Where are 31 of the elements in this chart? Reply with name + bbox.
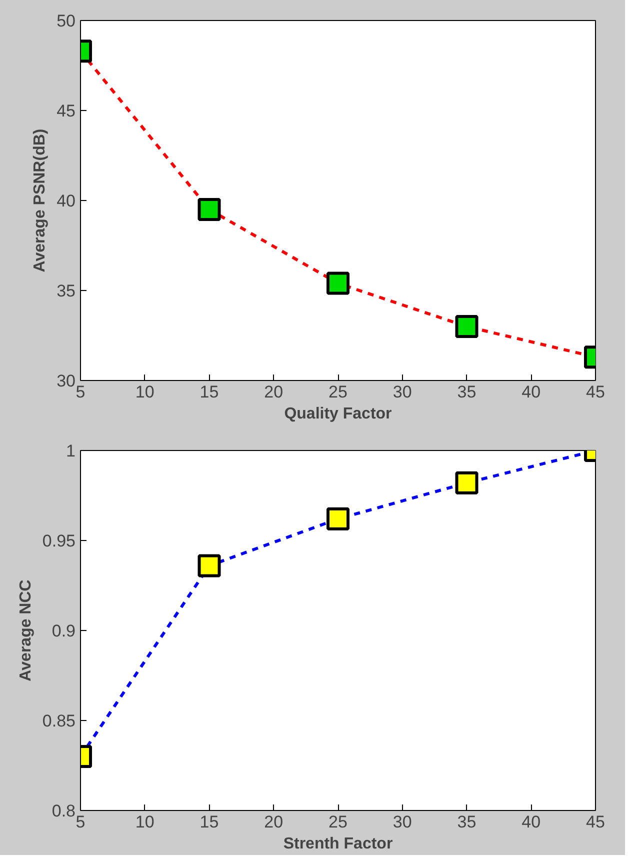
x-tick-label: 10 — [135, 812, 154, 832]
y-tick-label: 0.85 — [42, 712, 76, 730]
x-tick-label: 45 — [586, 382, 605, 402]
y-tick-label: 0.95 — [42, 532, 76, 550]
y-tick-label: 40 — [56, 192, 76, 210]
x-tick-label: 35 — [457, 812, 476, 832]
x-tick-label: 35 — [457, 382, 476, 402]
x-tick-label: 40 — [522, 812, 541, 832]
y-axis-title: Average NCC — [17, 579, 34, 682]
x-tick-label: 45 — [586, 812, 605, 832]
y-tick-label: 1 — [66, 442, 76, 460]
x-tick-label: 20 — [264, 812, 284, 832]
x-tick-label: 15 — [200, 382, 219, 402]
x-axis-title: Quality Factor — [284, 406, 392, 422]
x-axis-title: Strenth Factor — [283, 836, 393, 852]
x-tick-label: 30 — [392, 382, 412, 402]
x-tick-label: 25 — [328, 382, 348, 402]
x-tick-label: 20 — [264, 382, 284, 402]
y-tick-label: 35 — [56, 282, 76, 300]
x-tick-label: 15 — [200, 812, 219, 832]
y-tick-label: 0.8 — [52, 802, 76, 820]
y-tick-label: 0.9 — [52, 622, 76, 640]
x-tick-label: 30 — [392, 812, 412, 832]
y-tick-label: 45 — [56, 102, 76, 120]
x-tick-label: 10 — [135, 382, 154, 402]
y-axis-title: Average PSNR(dB) — [32, 128, 49, 272]
x-tick-label: 40 — [522, 382, 541, 402]
x-tick-label: 5 — [76, 382, 86, 402]
x-tick-label: 25 — [328, 812, 348, 832]
x-tick-label: 5 — [76, 812, 86, 832]
y-tick-label: 50 — [56, 12, 76, 30]
